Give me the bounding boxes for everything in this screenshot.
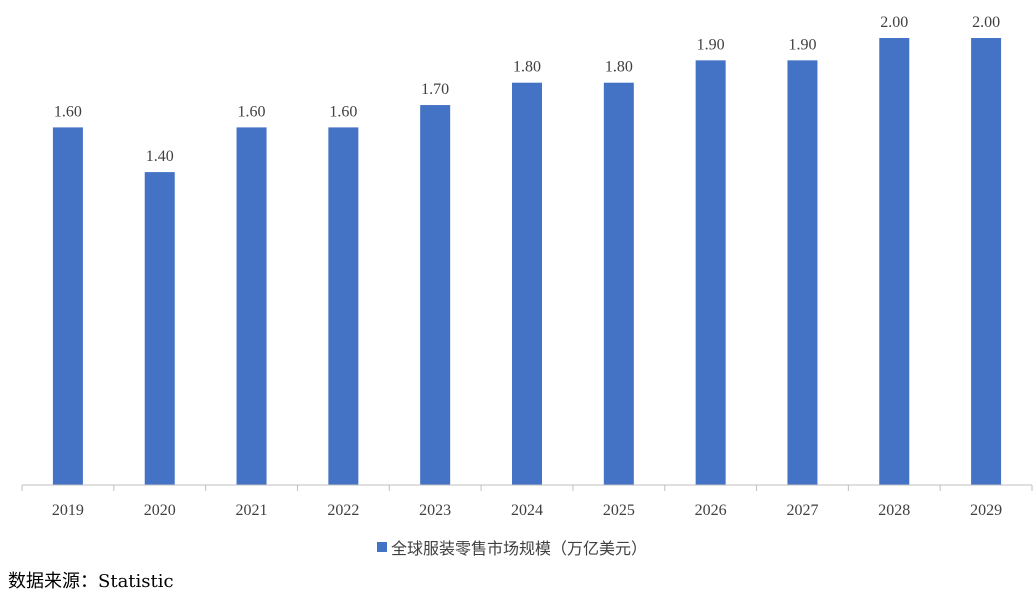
bar-2025	[603, 82, 634, 485]
x-tick-label-2026: 2026	[695, 502, 727, 519]
bar-2023	[420, 105, 451, 486]
data-label-2022: 1.60	[329, 103, 357, 120]
data-label-2027: 1.90	[788, 36, 816, 53]
x-tick-label-2023: 2023	[419, 502, 451, 519]
legend-swatch	[377, 542, 387, 552]
data-label-2025: 1.80	[605, 59, 633, 76]
bar-chart: 2019 2020 2021 2022 2023 2024 2025 2026 2027 2028…	[21, 14, 1033, 519]
data-label-2024: 1.80	[513, 59, 541, 76]
bar-2021	[236, 127, 267, 486]
chart-legend: 全球服装零售市场规模（万亿美元）	[377, 536, 647, 558]
data-label-2021: 1.60	[238, 103, 266, 120]
x-tick-label-2025: 2025	[603, 502, 635, 519]
data-label-2020: 1.40	[146, 148, 174, 165]
data-label-2023: 1.70	[421, 81, 449, 98]
data-labels-layer: 1.60 1.40 1.60 1.60 1.70 1.80 1.80 1.90 1.90 2.00…	[54, 14, 1000, 165]
x-tick-label-2028: 2028	[878, 502, 910, 519]
data-label-2019: 1.60	[54, 103, 82, 120]
data-source-note: 数据来源：Statistic	[8, 571, 174, 592]
x-tick-label-2021: 2021	[236, 502, 268, 519]
bar-2028	[879, 38, 910, 485]
x-tick-label-2020: 2020	[144, 502, 176, 519]
data-label-2026: 1.90	[697, 36, 725, 53]
bar-2029	[971, 38, 1002, 485]
legend-label: 全球服装零售市场规模（万亿美元）	[391, 539, 648, 558]
bar-2027	[787, 60, 818, 485]
x-tick-label-2022: 2022	[327, 502, 359, 519]
x-tick-label-2024: 2024	[511, 502, 543, 519]
x-tick-label-2019: 2019	[52, 502, 84, 519]
x-axis: 2019 2020 2021 2022 2023 2024 2025 2026 2027 2028…	[21, 484, 1033, 519]
data-label-2029: 2.00	[972, 14, 1000, 31]
data-label-2028: 2.00	[880, 14, 908, 31]
bars-layer	[52, 38, 1002, 486]
bar-2026	[695, 60, 726, 485]
bar-2022	[328, 127, 359, 486]
x-tick-label-2029: 2029	[970, 502, 1002, 519]
bar-2019	[52, 127, 83, 486]
bar-2024	[512, 82, 542, 485]
bar-2020	[144, 172, 175, 485]
x-tick-label-2027: 2027	[786, 502, 818, 519]
